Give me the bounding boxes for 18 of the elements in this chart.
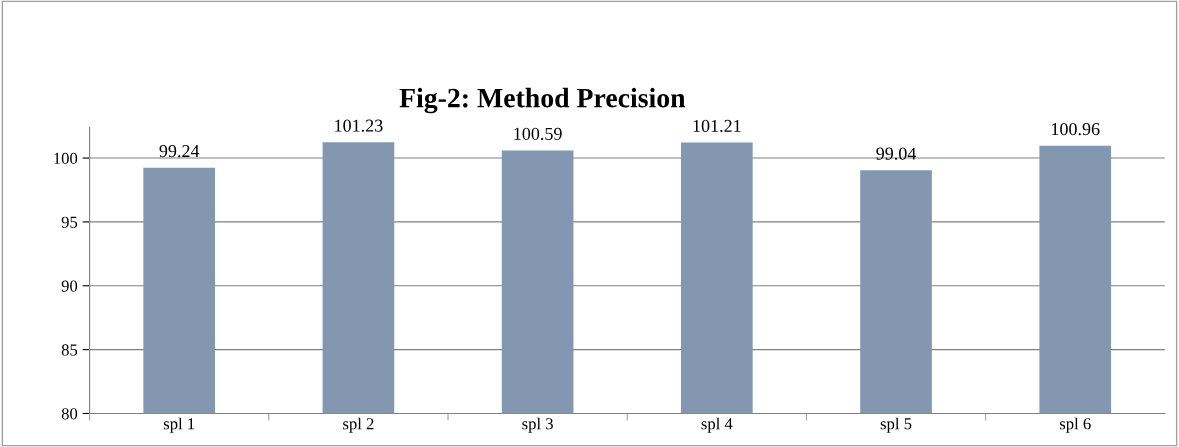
data-label: 99.04 bbox=[876, 147, 917, 160]
x-tick-label: spl 2 bbox=[343, 417, 374, 433]
x-tick-label: spl 6 bbox=[1059, 417, 1091, 433]
x-tick-label: spl 3 bbox=[522, 417, 553, 433]
chart-title: Fig-2: Method Precision bbox=[399, 87, 686, 114]
data-label: 101.23 bbox=[335, 119, 383, 132]
x-tick-label: spl 5 bbox=[880, 417, 912, 433]
x-tick-label: spl 1 bbox=[163, 417, 195, 433]
y-tick-label: 95 bbox=[61, 216, 78, 228]
y-tick-label: 90 bbox=[61, 280, 78, 292]
data-label: 99.24 bbox=[159, 145, 200, 158]
y-tick-label: 80 bbox=[61, 408, 78, 420]
data-label: 100.59 bbox=[514, 127, 562, 140]
y-tick-label: 85 bbox=[61, 344, 78, 356]
x-tick-label: spl 4 bbox=[701, 417, 733, 433]
data-label: 101.21 bbox=[693, 119, 741, 133]
data-label: 100.96 bbox=[1052, 122, 1100, 136]
y-tick-label: 100 bbox=[54, 152, 78, 164]
